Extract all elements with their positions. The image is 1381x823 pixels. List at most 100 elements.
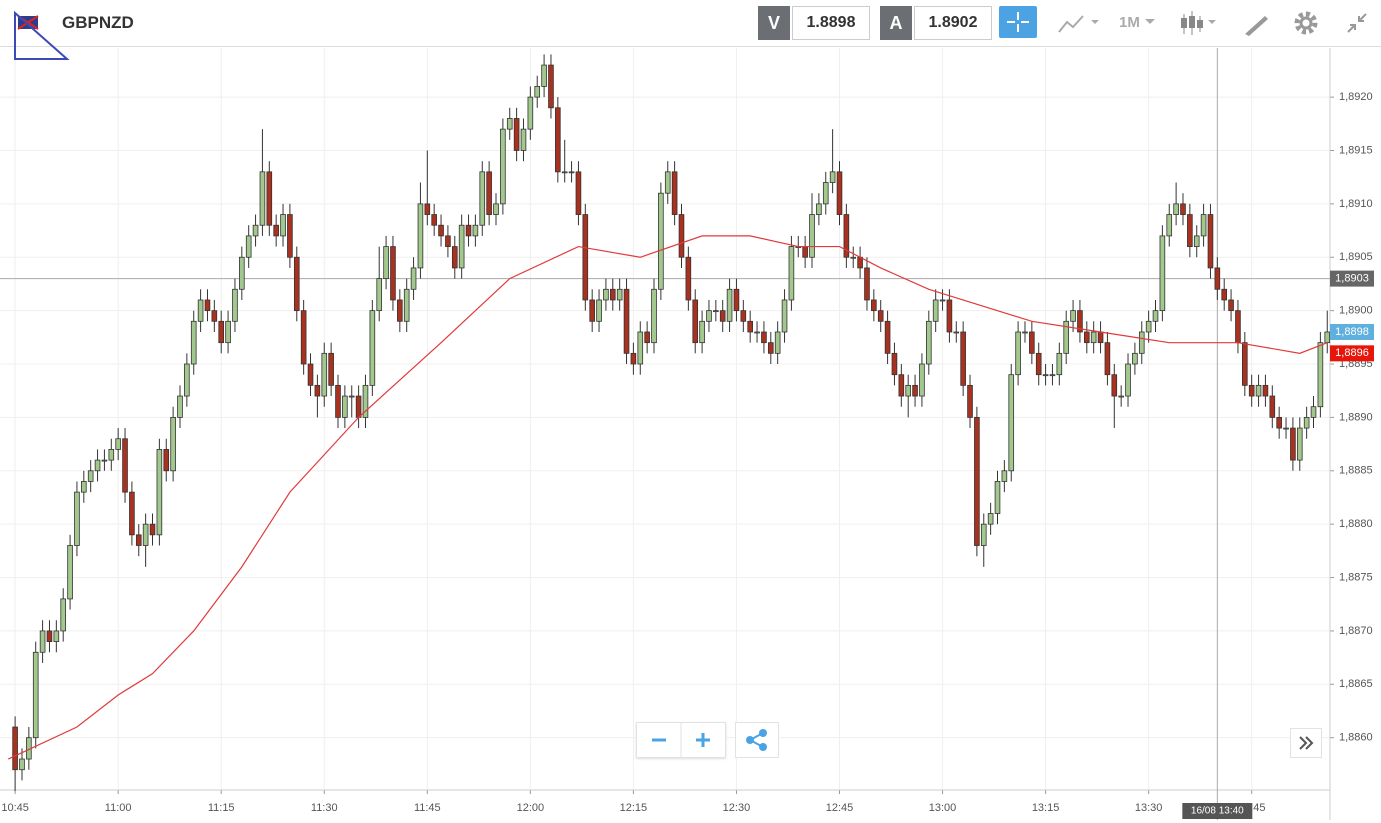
candle-body (898, 374, 905, 397)
candle-body (424, 203, 431, 215)
candle-body (816, 203, 822, 215)
candle-body (967, 384, 973, 418)
y-tick-label: 1,8900 (1339, 305, 1373, 317)
candle-body (115, 438, 121, 450)
candle-body (664, 171, 671, 194)
candle-body (177, 395, 183, 418)
crosshair-tag-label: 16/08 13:40 (1191, 806, 1244, 817)
candle-body (46, 630, 53, 643)
candle-body (994, 481, 1001, 514)
candle-body (850, 256, 857, 259)
candle-body (287, 214, 293, 258)
candle-body (355, 395, 362, 418)
share-button[interactable] (735, 722, 779, 758)
crosshair-button[interactable] (999, 6, 1037, 38)
candle-body (1001, 470, 1008, 482)
x-tick-label: 11:30 (311, 802, 338, 814)
price-tag-label: 1,8896 (1335, 347, 1369, 359)
timeframe[interactable]: 1M (1119, 14, 1140, 31)
settings-button[interactable] (1292, 8, 1322, 38)
scroll-end-button[interactable] (1290, 728, 1322, 758)
candle-body (232, 288, 238, 322)
candle-body (81, 481, 87, 493)
candle-body (719, 310, 726, 322)
x-tick-label: 10:45 (1, 802, 29, 814)
candle-body (616, 288, 623, 301)
crosshair-icon (1007, 12, 1029, 32)
draw-tool[interactable] (14, 10, 70, 60)
candle-body (809, 214, 815, 258)
candle-body (94, 459, 101, 472)
y-tick-label: 1,8890 (1339, 411, 1373, 423)
candle-body (190, 320, 197, 365)
candle-body (129, 491, 135, 536)
candle-body (142, 523, 149, 546)
candle-body (953, 331, 960, 334)
price-tag (1330, 345, 1374, 362)
sell-price[interactable]: 1.8898 (792, 6, 870, 40)
candle-body (836, 171, 843, 215)
candle-body (245, 235, 252, 258)
candle-body (1029, 331, 1035, 354)
y-tick-label: 1,8880 (1339, 518, 1373, 530)
candle-body (1207, 214, 1214, 269)
candle-body (1200, 214, 1207, 237)
candle-body (1173, 203, 1179, 215)
candle-body (1056, 352, 1063, 376)
x-tick-label: 13:30 (1135, 802, 1163, 814)
candle-body (1111, 374, 1118, 397)
candle-body (946, 299, 953, 333)
candle-body (1180, 203, 1186, 215)
candle-button[interactable] (1178, 8, 1228, 38)
candle-body (1269, 395, 1276, 418)
candle-body (218, 320, 225, 344)
collapse-button[interactable] (1342, 8, 1372, 38)
candle-body (417, 203, 424, 269)
candle-body (1290, 427, 1296, 461)
candle-body (438, 224, 444, 237)
candle-body (1090, 331, 1097, 344)
buy-price[interactable]: 1.8902 (914, 6, 992, 40)
candle-body (1063, 320, 1070, 354)
candle-body (280, 214, 286, 237)
candle-body (1317, 342, 1324, 408)
candle-body (925, 320, 932, 365)
candle-body (170, 416, 176, 472)
draw-button[interactable] (1241, 8, 1271, 38)
candle-body (32, 651, 39, 739)
candle-body (87, 470, 94, 482)
candle-body (987, 513, 994, 525)
zoom-in[interactable] (696, 733, 710, 747)
candle-body (781, 299, 788, 333)
candle-body (1303, 416, 1310, 429)
zoom-controls (636, 722, 726, 758)
candle-body (101, 459, 108, 462)
candle-body (1324, 331, 1331, 344)
x-tick-label: 12:30 (723, 802, 751, 814)
candle-body (451, 246, 458, 269)
candle-body (561, 171, 568, 174)
candle-body (348, 395, 355, 398)
scroll-end-icon (1299, 736, 1314, 750)
chart-type-button[interactable] (1055, 8, 1105, 38)
candle-body (527, 96, 534, 130)
candle-body (740, 310, 747, 322)
sell-tag[interactable]: V (758, 6, 790, 40)
candle-body (1049, 374, 1056, 377)
candle-body (1070, 310, 1076, 322)
y-tick-label: 1,8910 (1339, 198, 1373, 210)
candle-body (747, 320, 753, 333)
candle-body (822, 182, 829, 205)
candle-body (548, 64, 554, 109)
candle-body (713, 310, 719, 313)
candle-body (458, 224, 465, 269)
candle-body (1042, 374, 1049, 377)
candle-body (1097, 331, 1104, 344)
candle-body (1125, 363, 1131, 397)
candle-body (671, 171, 678, 215)
candle-body (919, 363, 925, 397)
buy-tag[interactable]: A (880, 6, 912, 40)
candle-body (1283, 427, 1289, 430)
candle-body (252, 224, 259, 237)
